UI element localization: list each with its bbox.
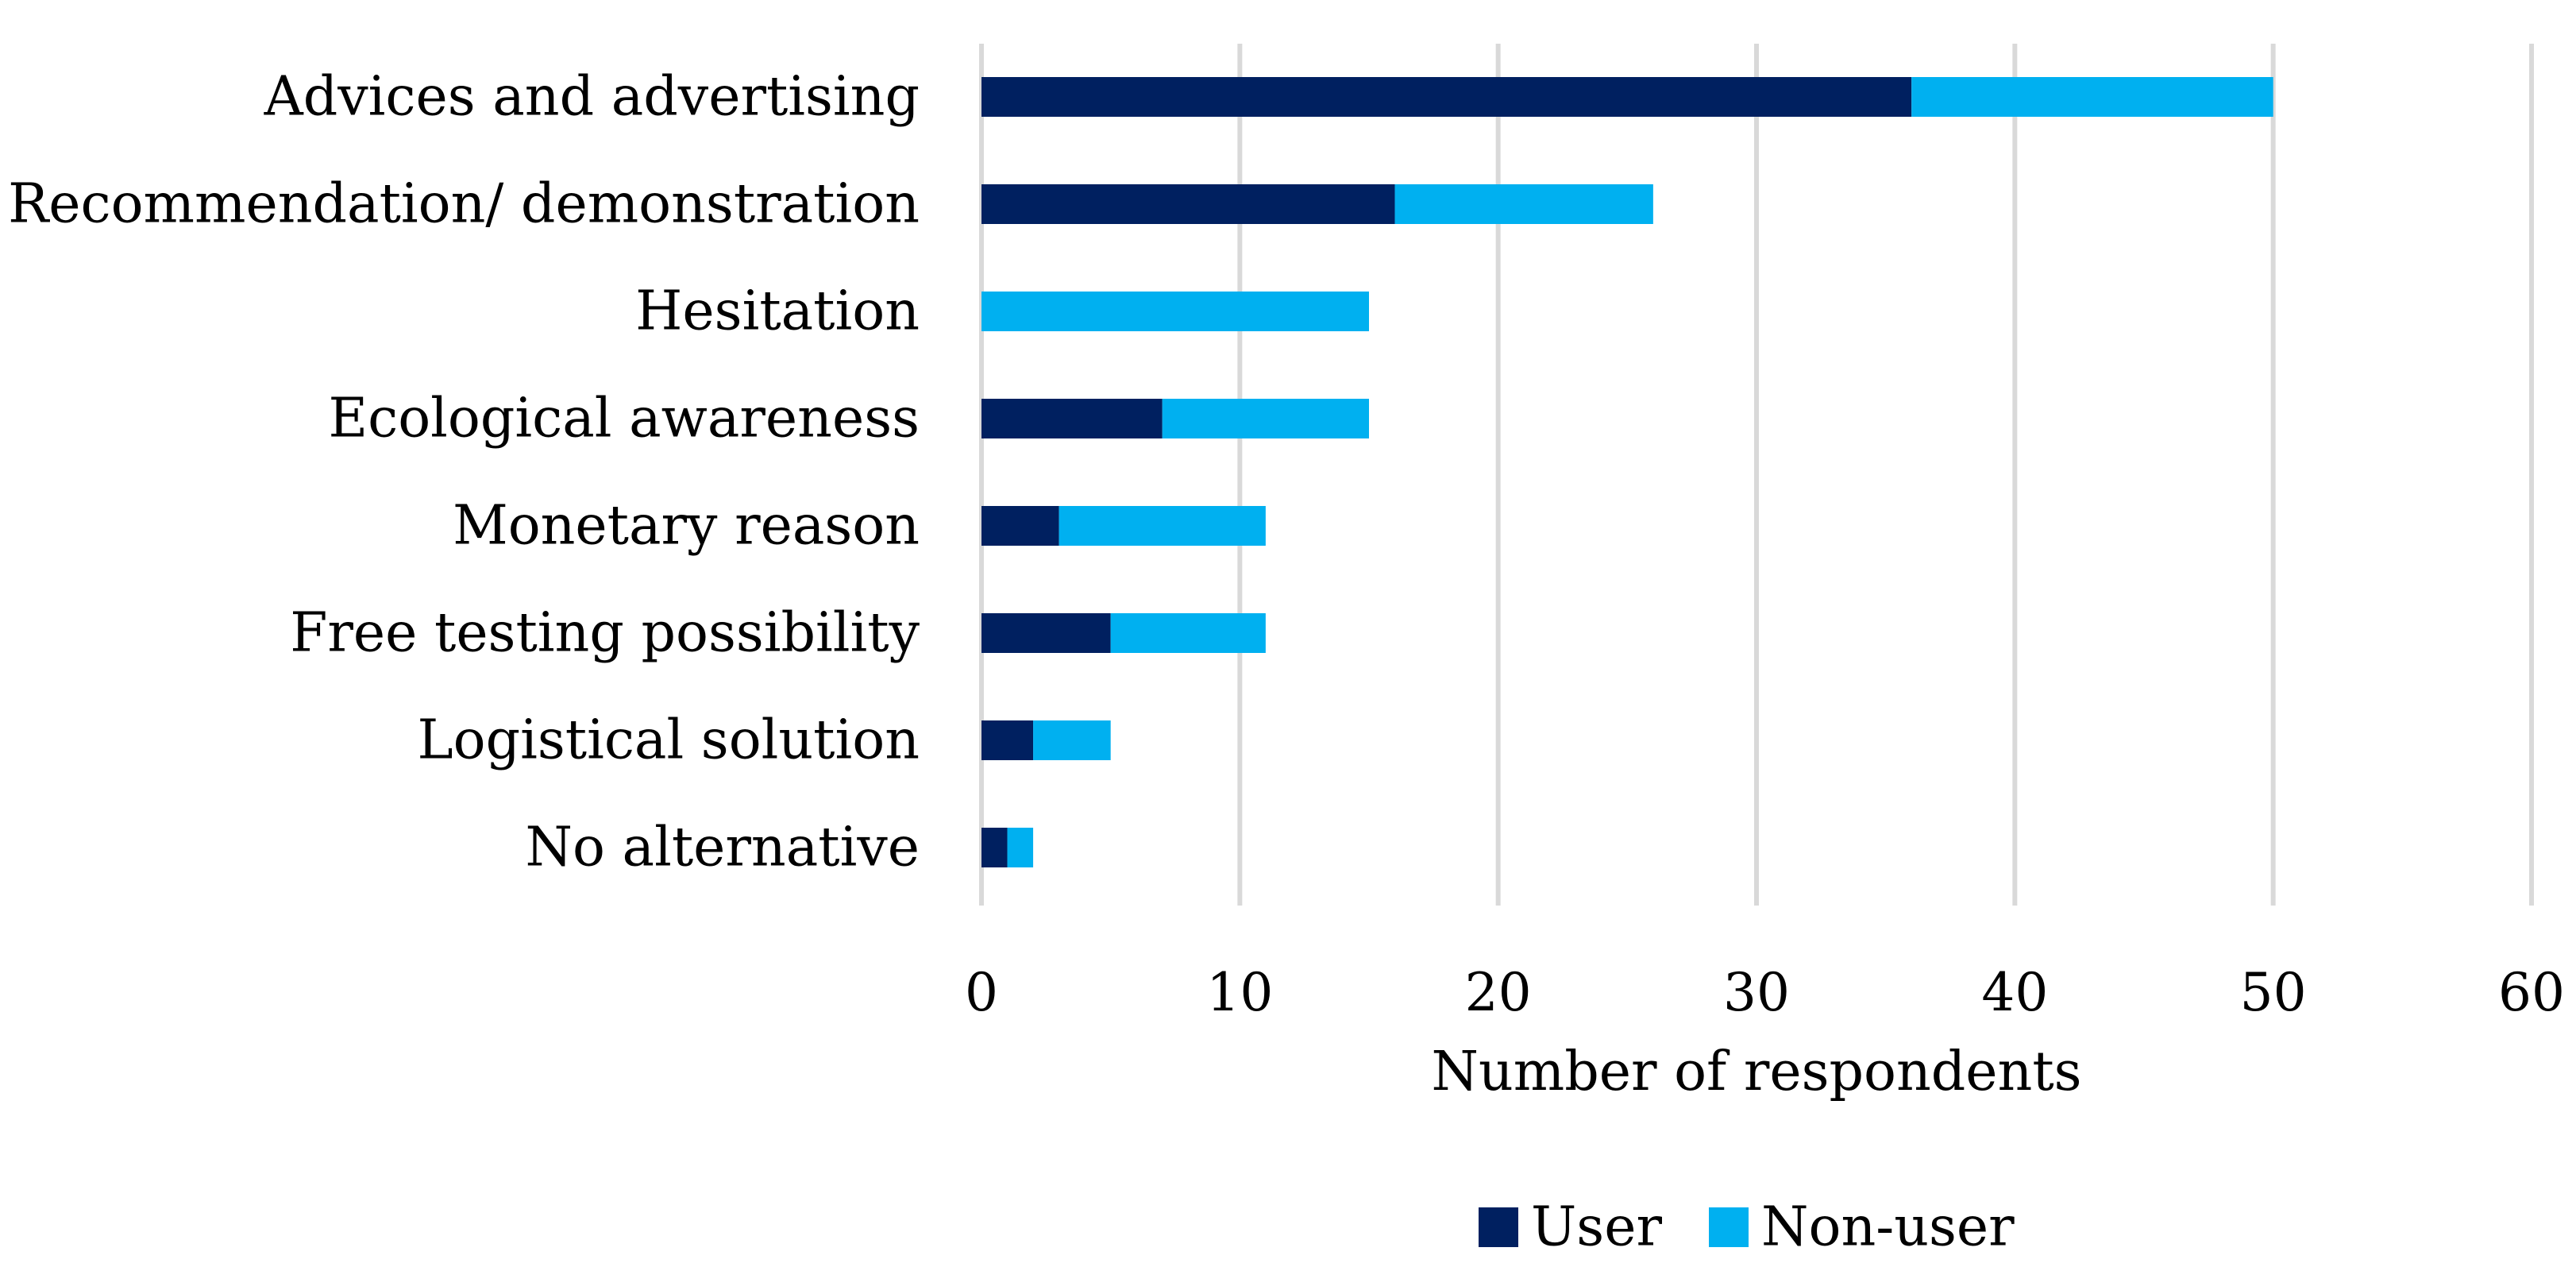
- category-label-5: Free testing possibility: [290, 602, 920, 665]
- bar-user-1: [981, 184, 1395, 224]
- x-tick-30: 30: [1723, 962, 1790, 1023]
- legend-label-non-user: Non-user: [1761, 1196, 2015, 1259]
- legend: User Non-user: [1479, 1196, 2015, 1259]
- bar-user-3: [981, 399, 1163, 438]
- category-label-3: Ecological awareness: [329, 388, 920, 450]
- category-label-6: Logistical solution: [417, 709, 920, 772]
- bars: [981, 77, 2273, 867]
- bar-user-5: [981, 613, 1111, 653]
- bar-non-user-6: [1033, 720, 1111, 760]
- gridlines: [979, 44, 2534, 906]
- x-tick-10: 10: [1206, 962, 1273, 1023]
- x-tick-50: 50: [2240, 962, 2307, 1023]
- x-tick-20: 20: [1465, 962, 1532, 1023]
- bar-non-user-7: [1007, 828, 1034, 867]
- bar-user-6: [981, 720, 1034, 760]
- bar-user-7: [981, 828, 1008, 867]
- bar-non-user-1: [1394, 184, 1653, 224]
- category-labels: Advices and advertising Recommendation/ d…: [8, 66, 920, 879]
- bar-user-4: [981, 506, 1059, 546]
- category-label-7: No alternative: [526, 817, 920, 879]
- bar-user-0: [981, 77, 1912, 117]
- category-label-2: Hesitation: [635, 280, 920, 343]
- x-axis-title: Number of respondents: [1431, 1041, 2081, 1103]
- legend-label-user: User: [1531, 1196, 1662, 1259]
- bar-non-user-2: [981, 292, 1369, 331]
- x-tick-labels: 0 10 20 30 40 50 60: [965, 962, 2565, 1023]
- x-tick-60: 60: [2498, 962, 2565, 1023]
- bar-non-user-0: [1911, 77, 2273, 117]
- category-label-0: Advices and advertising: [264, 66, 920, 129]
- category-label-4: Monetary reason: [453, 495, 920, 558]
- x-tick-40: 40: [1981, 962, 2048, 1023]
- bar-non-user-3: [1162, 399, 1369, 438]
- legend-swatch-user: [1479, 1207, 1518, 1247]
- x-tick-0: 0: [965, 962, 998, 1023]
- bar-non-user-4: [1059, 506, 1266, 546]
- legend-swatch-non-user: [1709, 1207, 1749, 1247]
- bar-non-user-5: [1110, 613, 1266, 653]
- category-label-1: Recommendation/ demonstration: [8, 173, 920, 236]
